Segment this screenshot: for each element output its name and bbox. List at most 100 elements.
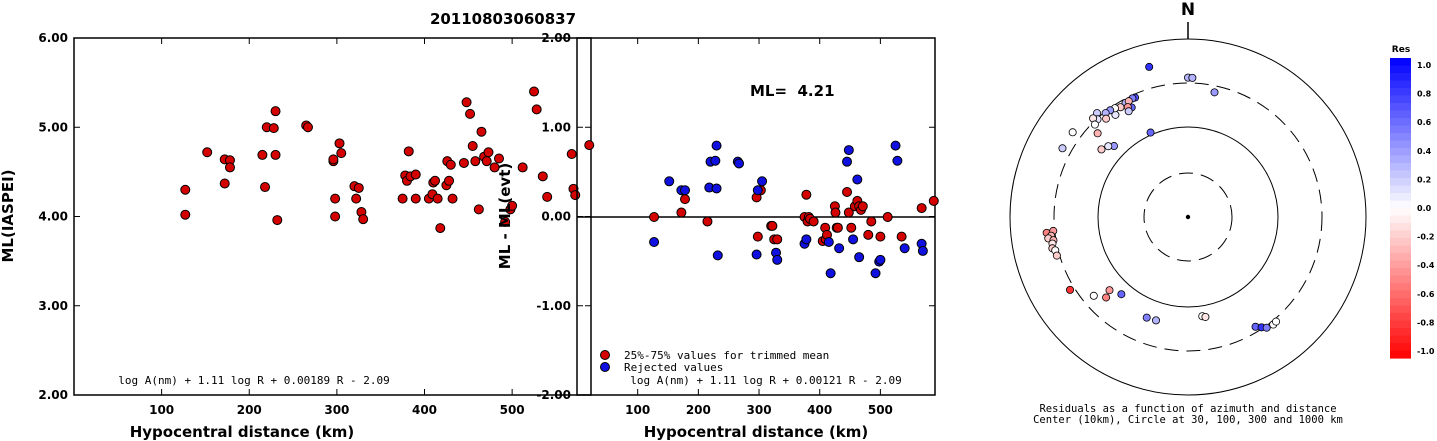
trimmed-residual-point — [896, 231, 907, 242]
ml-point — [330, 211, 341, 222]
rejected-residual-point — [772, 254, 783, 265]
station-point — [1090, 120, 1099, 129]
ml-point — [430, 175, 441, 186]
left-xtick-label: 400 — [412, 403, 437, 417]
trimmed-residual-point — [863, 229, 874, 240]
left-ytick-label: 2.00 — [38, 388, 68, 402]
middle-formula: log A(nm) + 1.11 log R + 0.00121 R - 2.0… — [630, 374, 902, 387]
trimmed-residual-point — [680, 194, 691, 205]
ml-point — [272, 215, 283, 226]
ml-point — [483, 147, 494, 158]
colorbar-cell — [1390, 245, 1411, 254]
left-xtick-label: 200 — [237, 403, 262, 417]
rejected-residual-point — [890, 140, 901, 151]
figure-title: 20110803060837 — [430, 10, 576, 28]
ml-point — [351, 193, 362, 204]
rejected-residual-point — [843, 145, 854, 156]
colorbar: Res 1.0 0.8 0.6 0.4 0.2 0.0 -0.2 -0.4 -0.6 -0.8 -1… — [1390, 45, 1435, 359]
ml-point — [432, 193, 443, 204]
event-center — [1185, 214, 1191, 220]
rejected-residual-point — [854, 252, 865, 263]
station-point — [1117, 290, 1126, 299]
colorbar-cell — [1390, 88, 1411, 97]
left-ylabel: ML(IASPEI) — [0, 169, 17, 262]
left-xlabel: Hypocentral distance (km) — [130, 423, 355, 441]
ml-point — [529, 86, 540, 97]
trimmed-residual-point — [767, 220, 778, 231]
legend-marker-rejected — [600, 362, 610, 372]
station-point — [1124, 107, 1133, 116]
left-ytick-label: 5.00 — [38, 120, 68, 134]
colorbar-cell — [1390, 313, 1411, 322]
rejected-residual-point — [751, 249, 762, 260]
left-axis-ticks: 2.00 3.00 4.00 5.00 6.00 100 200 300 400 500 — [38, 31, 591, 417]
trimmed-residual-point — [846, 222, 857, 233]
ml-point — [566, 149, 577, 160]
left-xtick-label: 300 — [324, 403, 349, 417]
rejected-residual-point — [664, 176, 675, 187]
ml-point — [542, 191, 553, 202]
colorbar-cell — [1390, 230, 1411, 239]
colorbar-cell — [1390, 73, 1411, 82]
trimmed-residual-point — [843, 207, 854, 218]
polar-caption-1: Residuals as a function of azimuth and d… — [1039, 403, 1336, 415]
ml-annotation: ML= 4.21 — [750, 82, 835, 100]
legend-label-trimmed: 25%-75% values for trimmed mean — [624, 349, 829, 362]
trimmed-residual-point — [702, 216, 713, 227]
left-ytick-label: 6.00 — [38, 31, 68, 45]
trimmed-residual-point — [866, 216, 877, 227]
colorbar-label: 0.4 — [1417, 147, 1432, 156]
station-point — [1058, 144, 1067, 153]
ml-point — [531, 104, 542, 115]
colorbar-cell — [1390, 223, 1411, 232]
polar-points — [1042, 62, 1281, 332]
station-point — [1089, 291, 1098, 300]
legend-label-rejected: Rejected values — [624, 361, 723, 374]
colorbar-cell — [1390, 260, 1411, 269]
ring-300km — [1053, 82, 1323, 352]
ml-point — [268, 123, 279, 134]
colorbar-cell — [1390, 298, 1411, 307]
ml-point — [584, 140, 595, 151]
ml-point — [467, 140, 478, 151]
left-xtick-label: 100 — [149, 403, 174, 417]
rejected-residual-point — [712, 250, 723, 261]
rejected-residual-point — [649, 236, 660, 247]
ml-point — [336, 148, 347, 159]
station-point — [1097, 145, 1106, 154]
middle-ytick-label: 1.00 — [541, 120, 571, 134]
colorbar-label: 0.6 — [1417, 118, 1432, 127]
ml-point — [202, 147, 213, 158]
ml-point — [489, 162, 500, 173]
trimmed-residual-point — [857, 201, 868, 212]
ml-point — [334, 138, 345, 149]
station-point — [1104, 142, 1113, 151]
ml-point — [444, 175, 455, 186]
colorbar-cell — [1390, 320, 1411, 329]
trimmed-residual-point — [752, 231, 763, 242]
ml-point — [447, 193, 458, 204]
ml-point — [302, 122, 313, 133]
colorbar-cell — [1390, 268, 1411, 277]
ml-point — [507, 200, 518, 211]
middle-xtick-label: 300 — [747, 403, 772, 417]
middle-xtick-label: 500 — [868, 403, 893, 417]
rejected-residual-point — [711, 140, 722, 151]
colorbar-cell — [1390, 65, 1411, 74]
colorbar-cell — [1390, 103, 1411, 112]
colorbar-cell — [1390, 350, 1411, 359]
middle-points — [649, 140, 939, 279]
rejected-residual-point — [710, 155, 721, 166]
station-point — [1201, 312, 1210, 321]
trimmed-residual-point — [875, 231, 886, 242]
colorbar-label: -0.2 — [1417, 233, 1435, 242]
colorbar-cell — [1390, 155, 1411, 164]
left-ytick-label: 3.00 — [38, 299, 68, 313]
colorbar-label: 0.2 — [1417, 175, 1431, 184]
colorbar-cell — [1390, 163, 1411, 172]
colorbar-cell — [1390, 178, 1411, 187]
middle-panel: -2.00 -1.00 0.00 1.00 2.00 100 200 300 400 500 ML… — [496, 31, 939, 441]
rejected-residual-point — [899, 243, 910, 254]
ml-point — [330, 193, 341, 204]
